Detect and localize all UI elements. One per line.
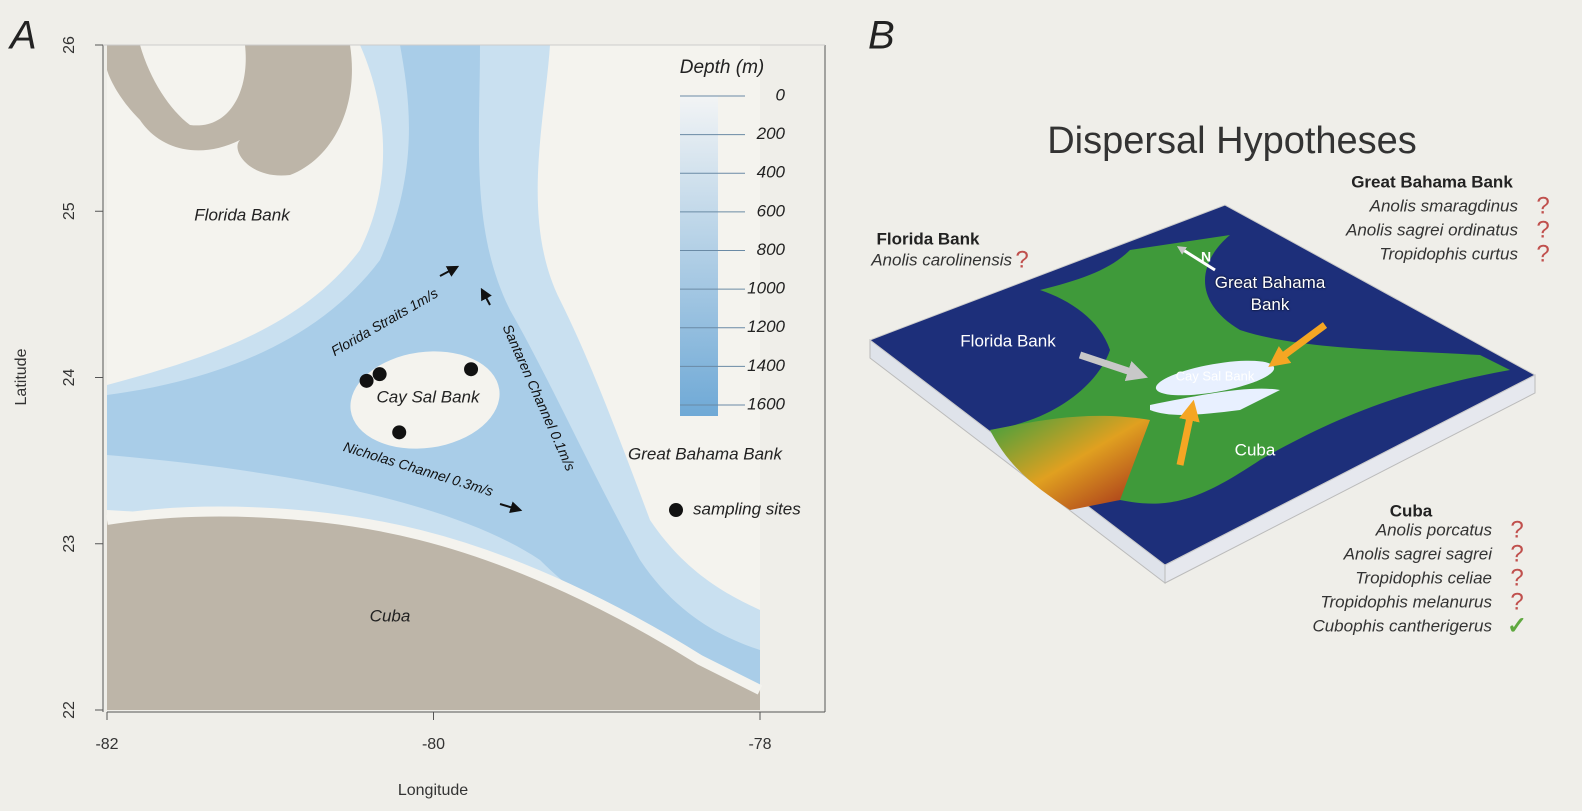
species-status: ? bbox=[1510, 540, 1523, 567]
y-tick-label: 26 bbox=[61, 36, 78, 54]
sampling-site bbox=[360, 374, 374, 388]
map bbox=[107, 45, 760, 710]
species-status: ? bbox=[1536, 240, 1549, 267]
species-name: Anolis sagrei ordinatus bbox=[1345, 220, 1518, 239]
sampling-site bbox=[373, 367, 387, 381]
species-status: ? bbox=[1510, 564, 1523, 591]
legend-tick-label: 400 bbox=[757, 163, 786, 182]
species-name: Anolis carolinensis bbox=[870, 250, 1012, 269]
legend-tick-label: 200 bbox=[756, 124, 786, 143]
sampling-site bbox=[464, 362, 478, 376]
species-status: ? bbox=[1015, 246, 1028, 273]
y-tick-label: 25 bbox=[61, 202, 78, 220]
diagram-label: Cay Sal Bank bbox=[1176, 368, 1255, 383]
diagram-label: Cuba bbox=[1235, 440, 1276, 459]
species-name: Anolis sagrei sagrei bbox=[1343, 544, 1494, 563]
place-label: Cay Sal Bank bbox=[377, 387, 481, 406]
species-name: Anolis smaragdinus bbox=[1369, 196, 1519, 215]
species-name: Tropidophis celiae bbox=[1355, 568, 1492, 587]
legend-tick-label: 1200 bbox=[747, 317, 785, 336]
diagram-label: Florida Bank bbox=[960, 331, 1056, 350]
title: Dispersal Hypotheses bbox=[1047, 120, 1417, 162]
x-tick-label: -82 bbox=[95, 736, 118, 753]
y-tick-label: 24 bbox=[61, 369, 78, 387]
y-axis-title: Latitude bbox=[13, 348, 30, 405]
y-tick-label: 22 bbox=[61, 701, 78, 719]
y-tick-label: 23 bbox=[61, 535, 78, 553]
page: {"panel_a":{"label":"A","x_label":"Longi… bbox=[0, 0, 1582, 811]
species-status: ✓ bbox=[1507, 612, 1527, 639]
panel-label: B bbox=[868, 14, 895, 58]
species-status: ? bbox=[1536, 192, 1549, 219]
x-axis-title: Longitude bbox=[398, 782, 468, 799]
place-label: Cuba bbox=[370, 606, 411, 625]
diagram-label: Great Bahama Bank bbox=[1195, 272, 1345, 316]
legend-tick-label: 1000 bbox=[747, 279, 785, 298]
legend-tick-label: 0 bbox=[776, 85, 786, 104]
place-label: Florida Bank bbox=[194, 205, 291, 224]
species-name: Cubophis cantherigerus bbox=[1312, 616, 1492, 635]
legend-tick-label: 800 bbox=[757, 240, 786, 259]
species-status: ? bbox=[1536, 216, 1549, 243]
legend-marker bbox=[669, 503, 683, 517]
legend-tick-label: 1400 bbox=[747, 356, 785, 375]
legend-tick-label: 600 bbox=[757, 201, 786, 220]
figure: A Longitude Latitude -82 -80 -78 22 23 24 25 26 Flo… bbox=[0, 0, 1582, 811]
place-label: Great Bahama Bank bbox=[628, 444, 784, 463]
group-heading: Cuba bbox=[1390, 501, 1433, 520]
legend-label: sampling sites bbox=[693, 499, 801, 518]
species-name: Anolis porcatus bbox=[1375, 520, 1493, 539]
group-heading: Great Bahama Bank bbox=[1351, 172, 1513, 191]
depth-colorbar bbox=[680, 96, 718, 416]
group-heading: Florida Bank bbox=[877, 229, 981, 248]
species-status: ? bbox=[1510, 516, 1523, 543]
species-name: Tropidophis curtus bbox=[1379, 244, 1518, 263]
species-name: Tropidophis melanurus bbox=[1320, 592, 1492, 611]
species-status: ? bbox=[1510, 588, 1523, 615]
sampling-site bbox=[392, 425, 406, 439]
legend-title: Depth (m) bbox=[680, 57, 764, 78]
panel-label: A bbox=[8, 14, 37, 58]
legend-tick-label: 1600 bbox=[747, 394, 785, 413]
x-tick-label: -80 bbox=[422, 736, 445, 753]
x-tick-label: -78 bbox=[748, 736, 771, 753]
diagram-label: N bbox=[1201, 249, 1211, 265]
